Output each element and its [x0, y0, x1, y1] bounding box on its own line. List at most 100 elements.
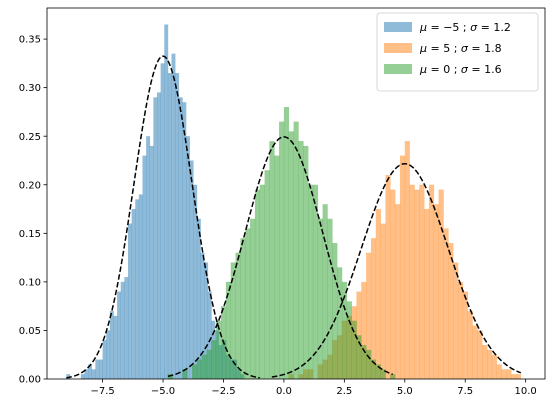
legend-swatch [384, 64, 412, 74]
histogram-bar [117, 291, 122, 379]
histogram-bar [157, 92, 161, 380]
histogram-bar [380, 369, 386, 379]
histogram-bar [124, 277, 129, 379]
histogram-bar [146, 136, 151, 379]
histogram-bar [390, 189, 396, 379]
histogram-bar [308, 184, 314, 379]
legend-frame [376, 12, 539, 92]
histogram-bar [264, 170, 270, 379]
histogram-bar [171, 53, 176, 380]
histogram-bar [375, 364, 381, 379]
histogram-bar [142, 155, 147, 379]
histogram-bar [375, 209, 381, 379]
histogram-bar [390, 374, 396, 379]
histogram-bar [380, 223, 386, 379]
y-tick-label: 0.20 [19, 180, 41, 191]
histogram-bar [366, 252, 372, 379]
histogram-bar [298, 141, 304, 379]
histogram-bar [84, 369, 89, 379]
histogram-bar [80, 374, 85, 379]
histogram-bar [433, 204, 439, 379]
histogram-bar [337, 267, 343, 379]
x-tick-label: 5.0 [397, 386, 413, 397]
histogram-bar [259, 184, 265, 379]
histogram-bar [491, 354, 497, 379]
histogram-bar [361, 345, 367, 379]
histogram-bar [91, 369, 96, 379]
y-tick-label: 0.30 [19, 83, 41, 94]
histogram-bar [472, 325, 478, 379]
histogram-bar [120, 281, 125, 379]
histogram-bar [303, 145, 309, 379]
histogram-bar [467, 311, 473, 379]
histogram-bar [138, 194, 143, 379]
histogram-bar [98, 359, 103, 379]
histogram-bar [346, 301, 352, 379]
histogram-bar [175, 73, 180, 379]
y-tick-label: 0.10 [19, 277, 41, 288]
histogram-bar [506, 369, 512, 379]
histogram-bar [351, 320, 357, 379]
histogram-bar [419, 184, 425, 379]
histogram-bar [482, 345, 488, 379]
histogram-bar [404, 141, 410, 379]
histogram-bar [501, 369, 507, 379]
histogram-bar [366, 349, 372, 379]
histogram-bar [186, 136, 190, 379]
legend: μ = −5 ; σ = 1.2 μ = 5 ; σ = 1.8 μ = 0 ; σ… [376, 12, 539, 92]
histogram-bar [428, 184, 435, 379]
histogram-bar [160, 63, 165, 380]
histogram-bar [288, 131, 294, 379]
histogram-bar [88, 364, 93, 379]
y-tick-label: 0.00 [19, 375, 41, 386]
histogram-bar [356, 335, 362, 379]
legend-label: μ = −5 ; σ = 1.2 [419, 21, 511, 34]
x-tick-label: 10.0 [515, 386, 537, 397]
histogram-bar [66, 374, 71, 379]
histogram-bar [153, 97, 158, 379]
legend-swatch [384, 22, 412, 32]
fit-curve [271, 163, 522, 378]
histogram-bar [167, 73, 172, 379]
histogram-bar [293, 121, 299, 379]
histogram-bar [196, 218, 201, 379]
histogram-bar [317, 218, 323, 379]
x-tick-label: 7.5 [457, 386, 473, 397]
histogram-bar [135, 199, 140, 379]
x-axis-ticks: −7.5 −5.0 −2.5 0.0 2.5 5.0 7.5 10.0 [90, 379, 537, 397]
histogram-bar [486, 349, 493, 379]
fit-curves-layer [66, 55, 522, 379]
histogram-bar [274, 155, 280, 379]
x-tick-label: 2.5 [336, 386, 352, 397]
x-tick-label: −7.5 [90, 386, 114, 397]
histogram-bar [269, 141, 275, 379]
histogram-bar [457, 281, 464, 379]
histogram-bar [192, 364, 198, 379]
histogram-bar [361, 281, 367, 379]
histogram-bar [477, 330, 483, 379]
y-tick-label: 0.05 [19, 326, 41, 337]
histogram-bar [462, 291, 468, 379]
histogram-bar [167, 374, 173, 379]
histogram-bar [200, 252, 205, 379]
histogram-bar [341, 281, 348, 379]
histogram-bar [370, 359, 377, 379]
x-tick-label: −2.5 [211, 386, 235, 397]
x-tick-label: 0.0 [276, 386, 292, 397]
histogram-bar [240, 238, 246, 379]
histogram-bar [327, 218, 333, 379]
histogram-bar [399, 155, 406, 379]
histogram-bar [438, 189, 444, 379]
histogram-bar [189, 160, 194, 379]
histogram-bar [211, 340, 217, 379]
histogram-bar [409, 184, 415, 379]
histogram-bar [178, 97, 183, 379]
histogram-bar [225, 281, 232, 379]
histogram-bar [511, 374, 517, 379]
histogram-bar [196, 359, 203, 379]
histogram-bar [332, 243, 338, 379]
histogram-bar [131, 209, 136, 379]
histogram-bar [182, 102, 187, 380]
histogram-bar [206, 349, 212, 379]
histogram-bar [230, 262, 236, 379]
